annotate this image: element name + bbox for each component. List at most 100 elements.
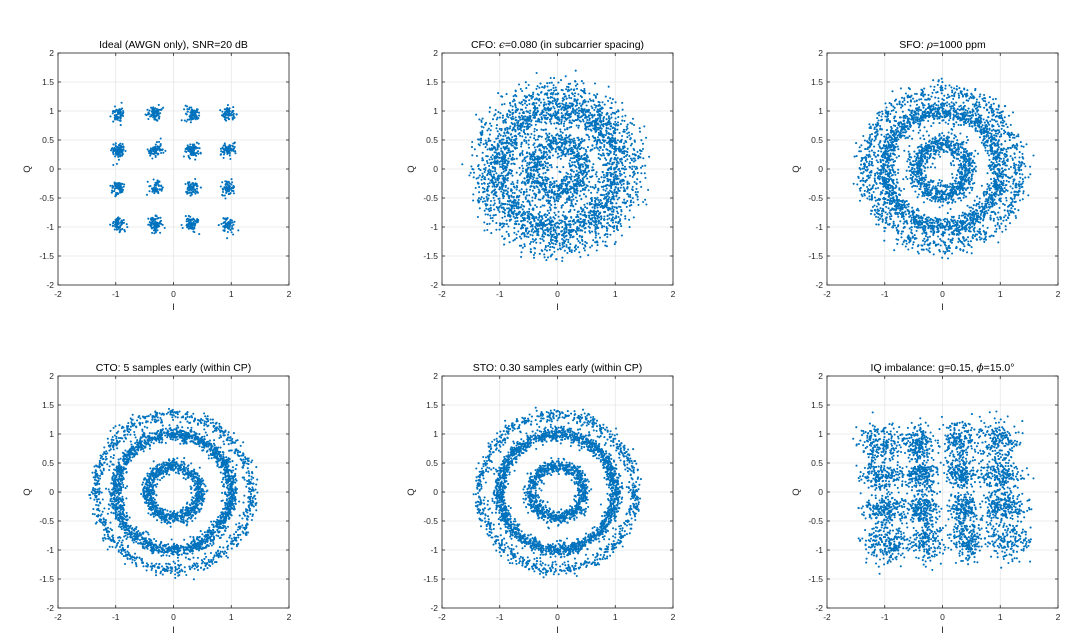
data-point: [481, 175, 485, 178]
scatter-series: [109, 101, 240, 240]
data-point: [489, 122, 492, 125]
data-point: [222, 156, 225, 159]
data-point: [598, 201, 601, 204]
data-point: [528, 102, 531, 106]
data-point: [567, 229, 570, 232]
data-point: [556, 98, 559, 101]
data-point: [151, 189, 155, 193]
data-point: [554, 148, 557, 151]
data-point: [488, 164, 491, 167]
data-point: [559, 147, 562, 151]
data-point: [546, 193, 549, 196]
data-point: [641, 142, 645, 145]
data-point: [617, 149, 621, 152]
data-point: [555, 179, 558, 183]
data-point: [180, 223, 183, 227]
data-point: [540, 117, 544, 120]
data-point: [488, 110, 491, 113]
data-point: [543, 231, 546, 235]
data-point: [568, 231, 571, 234]
data-point: [580, 96, 583, 99]
data-point: [507, 147, 510, 150]
data-point: [583, 188, 587, 191]
data-point: [527, 215, 530, 218]
data-point: [524, 81, 527, 84]
data-point: [471, 154, 474, 157]
data-point: [515, 95, 518, 98]
data-point: [121, 227, 124, 231]
data-point: [489, 199, 493, 203]
data-point: [568, 162, 571, 165]
data-point: [158, 140, 161, 143]
data-point: [228, 182, 231, 185]
data-point: [477, 176, 480, 179]
data-point: [543, 86, 546, 89]
data-point: [579, 229, 582, 232]
data-point: [515, 157, 518, 160]
data-point: [500, 182, 503, 186]
data-point: [596, 110, 599, 113]
data-point: [594, 128, 597, 131]
data-point: [531, 196, 534, 199]
subplot-title: Ideal (AWGN only), SNR=20 dB: [99, 39, 248, 51]
data-point: [149, 184, 152, 188]
data-point: [642, 200, 645, 204]
data-point: [525, 104, 529, 107]
data-point: [535, 129, 538, 132]
data-point: [558, 233, 561, 236]
data-point: [180, 119, 183, 122]
data-point: [552, 147, 555, 150]
data-point: [593, 196, 596, 200]
data-point: [647, 188, 650, 191]
x-tick-label: 1: [229, 289, 234, 299]
data-point: [567, 220, 570, 223]
data-point: [601, 171, 604, 174]
data-point: [569, 191, 572, 194]
data-point: [190, 153, 193, 157]
data-point: [554, 224, 557, 228]
data-point: [623, 130, 626, 133]
data-point: [519, 191, 523, 194]
data-point: [594, 124, 597, 127]
data-point: [620, 173, 623, 176]
data-point: [568, 105, 571, 108]
data-point: [504, 127, 507, 130]
data-point: [486, 197, 489, 200]
data-point: [119, 146, 122, 150]
data-point: [521, 170, 524, 173]
data-point: [527, 125, 530, 128]
data-point: [501, 160, 504, 163]
data-point: [540, 216, 543, 219]
data-point: [613, 181, 616, 184]
data-point: [623, 156, 626, 159]
data-point: [595, 128, 599, 131]
data-point: [518, 153, 521, 156]
data-point: [577, 124, 580, 127]
data-point: [593, 140, 596, 143]
data-point: [564, 223, 567, 226]
data-point: [515, 205, 518, 208]
data-point: [469, 171, 472, 174]
data-point: [586, 207, 589, 210]
data-point: [159, 148, 162, 151]
data-point: [509, 125, 512, 128]
data-point: [582, 147, 585, 150]
data-point: [490, 156, 493, 159]
data-point: [568, 138, 571, 141]
data-point: [589, 175, 592, 178]
data-point: [550, 166, 553, 169]
data-point: [545, 111, 548, 114]
data-point: [533, 186, 536, 189]
data-point: [544, 109, 547, 112]
data-point: [606, 215, 609, 218]
data-point: [531, 113, 534, 117]
data-point: [598, 112, 601, 115]
data-point: [598, 236, 602, 239]
data-point: [117, 158, 120, 161]
data-point: [595, 234, 598, 237]
data-point: [625, 141, 628, 144]
data-point: [591, 144, 594, 147]
data-point: [220, 222, 223, 225]
data-point: [607, 99, 610, 102]
data-point: [634, 191, 637, 194]
